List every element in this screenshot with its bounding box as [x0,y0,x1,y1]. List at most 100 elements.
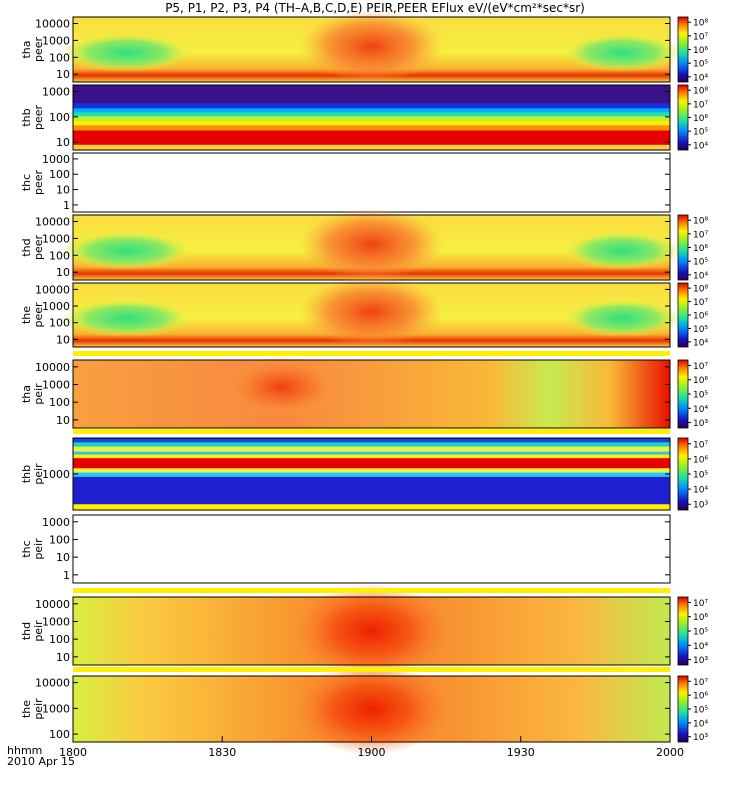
heatmap-blob [299,10,444,82]
colorbar-label: 10⁵ [693,60,708,70]
y-tick-label: 100 [49,168,70,181]
colorbar-label: 10⁴ [693,73,708,83]
y-tick-label: 1 [63,569,70,582]
heatmap-blob [299,276,444,347]
y-tick-label: 1000 [42,702,70,715]
footer-date: 2010 Apr 15 [7,755,75,768]
panel-thc-peer: 1 10 100 1000 thc peer [20,152,671,213]
colorbar [677,437,689,511]
heatmap-blob [61,33,193,73]
panel-label-probe: thc [20,174,33,191]
panel-label-probe: tha [20,40,33,58]
heatmap-blob [293,662,450,756]
colorbar-label: 10⁶ [693,114,708,124]
y-tick-label: 1000 [42,468,70,481]
panel-label-product: peir [32,463,45,485]
colorbar-label: 10⁸ [693,285,708,295]
heatmap-blob [562,299,682,338]
colorbar-label: 10⁶ [693,613,708,623]
colorbar-label: 10⁵ [693,391,708,401]
y-tick-label: 1000 [42,615,70,628]
y-tick-label: 1000 [42,232,70,245]
colorbar-label: 10⁵ [693,471,708,481]
panel-frame [72,282,671,348]
colorbar-label: 10⁸ [693,19,708,29]
panel-thc-peir: 1 10 100 1000 thc peir [20,514,671,584]
y-tick-label: 100 [49,633,70,646]
heatmap-blob [562,231,682,271]
y-tick-label: 100 [49,249,70,262]
panel-label-probe: thb [20,108,33,126]
y-tick-label: 10 [56,414,70,427]
heatmap-band [73,144,670,151]
colorbar-label: 10⁴ [693,642,708,652]
colorbar-label: 10⁷ [693,298,708,308]
heatmap-band [73,472,670,478]
y-tick-label: 10 [56,551,70,564]
heatmap-blob [61,299,193,338]
colorbar-label: 10⁷ [693,230,708,240]
colorbar-label: 10⁴ [693,719,708,729]
colorbar-label: 10⁴ [693,405,708,415]
y-tick-label: 1000 [42,378,70,391]
y-tick-label: 10 [56,68,70,81]
panel-label-probe: the [20,700,33,718]
colorbar-label: 10⁶ [693,376,708,386]
panel-label-product: peir [32,698,45,720]
panel-frame [72,84,671,151]
colorbar-label: 10³ [693,501,708,511]
colorbar-label: 10⁴ [693,486,708,496]
fill-strip [73,351,670,356]
heatmap-band [73,446,670,453]
y-tick-label: 10 [56,333,70,346]
y-tick-label: 10000 [35,216,70,229]
panel-label-product: peir [32,538,45,560]
y-tick-label: 10 [56,184,70,197]
y-tick-label: 100 [49,396,70,409]
panel-label-probe: thd [20,622,33,640]
colorbar-label: 10⁴ [693,338,708,348]
y-tick-label: 1000 [42,34,70,47]
colorbar-label: 10⁵ [693,628,708,638]
colorbar-label: 10⁶ [693,244,708,254]
heatmap-blob [299,208,444,280]
panel-label-product: peer [32,37,45,63]
y-tick-label: 100 [49,533,70,546]
colorbar [677,84,689,151]
colorbar-label: 10⁶ [693,455,708,465]
colorbar-label: 10⁷ [693,678,708,688]
colorbar-label: 10⁵ [693,258,708,268]
colorbar-label: 10³ [693,656,708,666]
panel-frame [72,514,671,584]
panel-label-product: peir [32,383,45,405]
colorbar-label: 10³ [693,733,708,743]
colorbar [677,675,689,743]
colorbar-label: 10⁷ [693,100,708,110]
y-tick-label: 100 [49,317,70,330]
colorbar-label: 10³ [693,419,708,429]
heatmap-band [73,438,670,443]
x-tick-label: 1900 [358,746,386,759]
x-tick-label: 1800 [59,746,87,759]
y-tick-label: 10 [56,136,70,149]
panel-label-product: peer [32,105,45,131]
colorbar-label: 10⁶ [693,312,708,322]
heatmap-band [73,454,670,459]
y-tick-label: 10000 [35,598,70,611]
x-tick-label: 1830 [208,746,236,759]
panel-thb-peer: 10 100 1000 thb peer 10⁴ 10⁵ 10⁶ 10⁷ 10⁸ [20,84,708,151]
panel-label-probe: the [20,306,33,324]
heatmap-band [73,85,670,104]
heatmap-band [73,442,670,448]
heatmap-band [73,468,670,474]
colorbar [677,282,689,348]
heatmap-blob [222,356,342,418]
colorbar-label: 10⁵ [693,706,708,716]
colorbar-label: 10⁴ [693,141,708,151]
colorbar [677,596,689,666]
y-tick-label: 10000 [35,283,70,296]
